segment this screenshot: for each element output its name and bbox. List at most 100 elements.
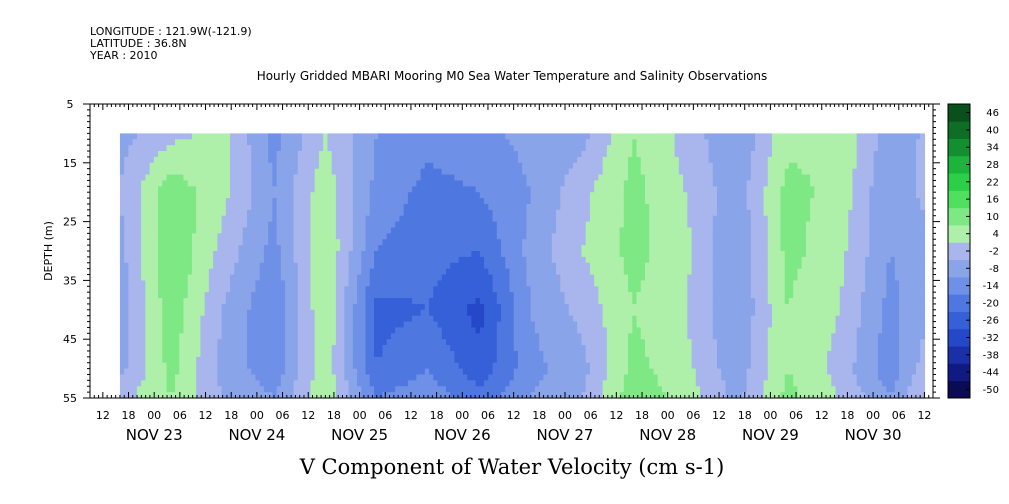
heatmap-cell [522, 251, 528, 258]
heatmap-cell [179, 139, 185, 146]
heatmap-cell [124, 362, 130, 370]
heatmap-cell [437, 203, 443, 211]
heatmap-cell [543, 186, 549, 193]
heatmap-cell [517, 139, 523, 146]
heatmap-cell [263, 168, 269, 176]
heatmap-cell [420, 198, 426, 205]
heatmap-cell [327, 262, 333, 270]
heatmap-cell [522, 133, 528, 140]
heatmap-cell [191, 139, 197, 146]
heatmap-cell [399, 268, 405, 276]
heatmap-cell [560, 209, 566, 217]
heatmap-cell [191, 268, 197, 276]
heatmap-cell [378, 350, 384, 358]
heatmap-cell [488, 251, 494, 258]
heatmap-cell [136, 374, 142, 381]
heatmap-cell [327, 221, 333, 229]
heatmap-cell [492, 180, 498, 187]
heatmap-cell [568, 151, 574, 158]
heatmap-cell [484, 292, 489, 299]
heatmap-cell [424, 350, 430, 358]
heatmap-cell [450, 309, 456, 317]
heatmap-cell [302, 362, 307, 370]
heatmap-cell [230, 215, 235, 223]
heatmap-cell [204, 356, 210, 364]
heatmap-cell [289, 380, 295, 387]
heatmap-cell [183, 345, 189, 352]
heatmap-cell [492, 192, 498, 199]
heatmap-cell [564, 327, 570, 334]
heatmap-cell [276, 274, 282, 281]
heatmap-cell [467, 339, 472, 346]
heatmap-cell [484, 327, 489, 334]
heatmap-cell [462, 221, 468, 229]
heatmap-cell [175, 139, 180, 146]
heatmap-cell [534, 186, 540, 193]
heatmap-cell [208, 286, 214, 293]
heatmap-cell [221, 174, 227, 182]
heatmap-cell [170, 303, 176, 311]
heatmap-cell [276, 174, 282, 182]
heatmap-cell [246, 339, 252, 346]
heatmap-cell [234, 333, 240, 340]
heatmap-cell [395, 274, 400, 281]
heatmap-cell [179, 280, 185, 287]
heatmap-cell [390, 156, 396, 164]
heatmap-cell [501, 280, 506, 287]
heatmap-cell [136, 303, 142, 311]
heatmap-cell [191, 380, 197, 387]
heatmap-cell [526, 309, 532, 317]
heatmap-cell [573, 268, 578, 276]
heatmap-cell [170, 174, 176, 182]
heatmap-cell [424, 315, 430, 323]
heatmap-cell [221, 286, 227, 293]
heatmap-cell [505, 280, 511, 287]
heatmap-cell [505, 339, 511, 346]
heatmap-cell [509, 239, 515, 246]
heatmap-cell [175, 327, 180, 334]
heatmap-cell [412, 274, 417, 281]
heatmap-cell [128, 174, 134, 182]
heatmap-cell [234, 362, 240, 370]
heatmap-cell [302, 309, 307, 317]
heatmap-cell [501, 350, 506, 358]
heatmap-cell [263, 286, 269, 293]
heatmap-cell [234, 151, 240, 158]
heatmap-cell [196, 151, 201, 158]
heatmap-cell [374, 309, 379, 317]
heatmap-cell [276, 151, 282, 158]
heatmap-cell [238, 180, 244, 187]
heatmap-cell [416, 262, 422, 270]
heatmap-cell [251, 221, 257, 229]
heatmap-cell [158, 151, 163, 158]
heatmap-cell [390, 262, 396, 270]
heatmap-cell [378, 327, 384, 334]
heatmap-cell [530, 327, 536, 334]
heatmap-cell [302, 156, 307, 164]
heatmap-cell [335, 239, 341, 246]
heatmap-cell [488, 227, 494, 234]
heatmap-cell [577, 262, 583, 270]
heatmap-cell [268, 292, 273, 299]
heatmap-cell [462, 386, 468, 393]
heatmap-cell [128, 251, 134, 258]
heatmap-cell [441, 209, 447, 217]
heatmap-cell [505, 262, 511, 270]
heatmap-cell [331, 298, 337, 305]
heatmap-cell [158, 192, 163, 199]
heatmap-cell [145, 256, 151, 264]
heatmap-cell [429, 386, 434, 393]
heatmap-cell [526, 392, 532, 399]
heatmap-cell [361, 233, 367, 240]
heatmap-cell [272, 215, 278, 223]
heatmap-cell [323, 209, 329, 217]
heatmap-cell [314, 162, 320, 170]
heatmap-cell [484, 168, 489, 176]
heatmap-cell [327, 145, 333, 152]
heatmap-cell [403, 192, 409, 199]
heatmap-cell [475, 274, 481, 281]
heatmap-cell [573, 280, 578, 287]
heatmap-cell [416, 203, 422, 211]
heatmap-cell [585, 374, 591, 381]
heatmap-cell [390, 145, 396, 152]
